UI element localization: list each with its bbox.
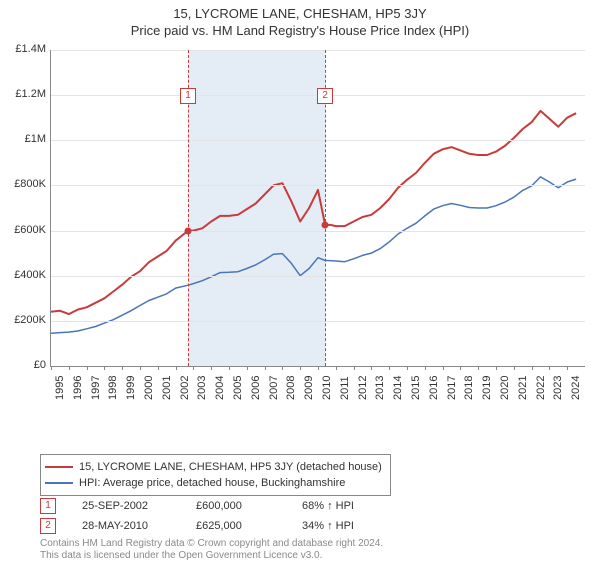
transactions-table: 1 25-SEP-2002 £600,000 68% ↑ HPI 2 28-MA… [40, 496, 382, 536]
legend-item: 15, LYCROME LANE, CHESHAM, HP5 3JY (deta… [45, 459, 382, 475]
transaction-date: 28-MAY-2010 [82, 520, 170, 532]
legend-label: 15, LYCROME LANE, CHESHAM, HP5 3JY (deta… [79, 461, 382, 473]
x-tick-label: 2001 [161, 376, 173, 400]
x-tick-label: 2012 [357, 376, 369, 400]
x-tick-label: 2020 [499, 376, 511, 400]
legend-swatch [45, 466, 73, 468]
footer-line: This data is licensed under the Open Gov… [40, 550, 383, 562]
x-tick-label: 2000 [143, 376, 155, 400]
table-row: 1 25-SEP-2002 £600,000 68% ↑ HPI [40, 496, 382, 516]
x-tick-label: 2011 [339, 376, 351, 400]
y-tick-label: £0 [0, 359, 46, 371]
marker-dot [185, 227, 192, 234]
y-tick-label: £200K [0, 314, 46, 326]
x-tick-label: 2023 [552, 376, 564, 400]
x-tick-label: 1995 [54, 376, 66, 400]
transaction-vs-hpi: 68% ↑ HPI [302, 500, 382, 512]
footer: Contains HM Land Registry data © Crown c… [40, 538, 383, 562]
y-tick-label: £800K [0, 178, 46, 190]
legend-swatch [45, 482, 73, 484]
transaction-vs-hpi: 34% ↑ HPI [302, 520, 382, 532]
marker-badge: 2 [40, 518, 56, 534]
x-tick-label: 2003 [196, 376, 208, 400]
legend-item: HPI: Average price, detached house, Buck… [45, 475, 382, 491]
marker-badge: 1 [180, 88, 196, 104]
transaction-price: £600,000 [196, 500, 276, 512]
x-tick-label: 2010 [321, 376, 333, 400]
marker-dot [322, 221, 329, 228]
y-tick-label: £400K [0, 269, 46, 281]
transaction-date: 25-SEP-2002 [82, 500, 170, 512]
table-row: 2 28-MAY-2010 £625,000 34% ↑ HPI [40, 516, 382, 536]
y-tick-label: £1.4M [0, 43, 46, 55]
x-axis-labels: 1995 1996 1997 1998 1999 2000 2001 2002 2003 2004… [50, 370, 584, 410]
x-tick-label: 2009 [303, 376, 315, 400]
y-tick-label: £600K [0, 224, 46, 236]
x-tick-label: 2017 [446, 376, 458, 400]
footer-line: Contains HM Land Registry data © Crown c… [40, 538, 383, 550]
x-tick-label: 1997 [90, 376, 102, 400]
x-tick-label: 2022 [535, 376, 547, 400]
x-tick-label: 2007 [268, 376, 280, 400]
series-line [51, 111, 576, 314]
legend-label: HPI: Average price, detached house, Buck… [79, 477, 345, 489]
x-tick-label: 1996 [72, 376, 84, 400]
legend: 15, LYCROME LANE, CHESHAM, HP5 3JY (deta… [40, 454, 391, 496]
page-title: 15, LYCROME LANE, CHESHAM, HP5 3JY [0, 6, 600, 21]
y-tick-label: £1.2M [0, 88, 46, 100]
x-tick-label: 2016 [428, 376, 440, 400]
page-subtitle: Price paid vs. HM Land Registry's House … [0, 23, 600, 38]
x-tick-label: 2018 [463, 376, 475, 400]
x-tick-label: 2005 [232, 376, 244, 400]
x-tick-label: 2004 [214, 376, 226, 400]
price-chart: 12 1995199619971998199920002001200220032… [0, 50, 600, 410]
marker-badge: 2 [317, 88, 333, 104]
x-tick-label: 2008 [285, 376, 297, 400]
x-tick-label: 1998 [107, 376, 119, 400]
plot-area: 12 [50, 50, 585, 367]
transaction-price: £625,000 [196, 520, 276, 532]
x-tick-label: 2002 [179, 376, 191, 400]
x-tick-label: 2024 [570, 376, 582, 400]
x-tick-label: 2021 [517, 376, 529, 400]
x-tick-label: 2014 [392, 376, 404, 400]
marker-badge: 1 [40, 498, 56, 514]
x-tick-label: 2019 [481, 376, 493, 400]
x-tick-label: 2006 [250, 376, 262, 400]
x-tick-label: 2013 [374, 376, 386, 400]
x-tick-label: 2015 [410, 376, 422, 400]
y-tick-label: £1M [0, 133, 46, 145]
x-tick-label: 1999 [125, 376, 137, 400]
